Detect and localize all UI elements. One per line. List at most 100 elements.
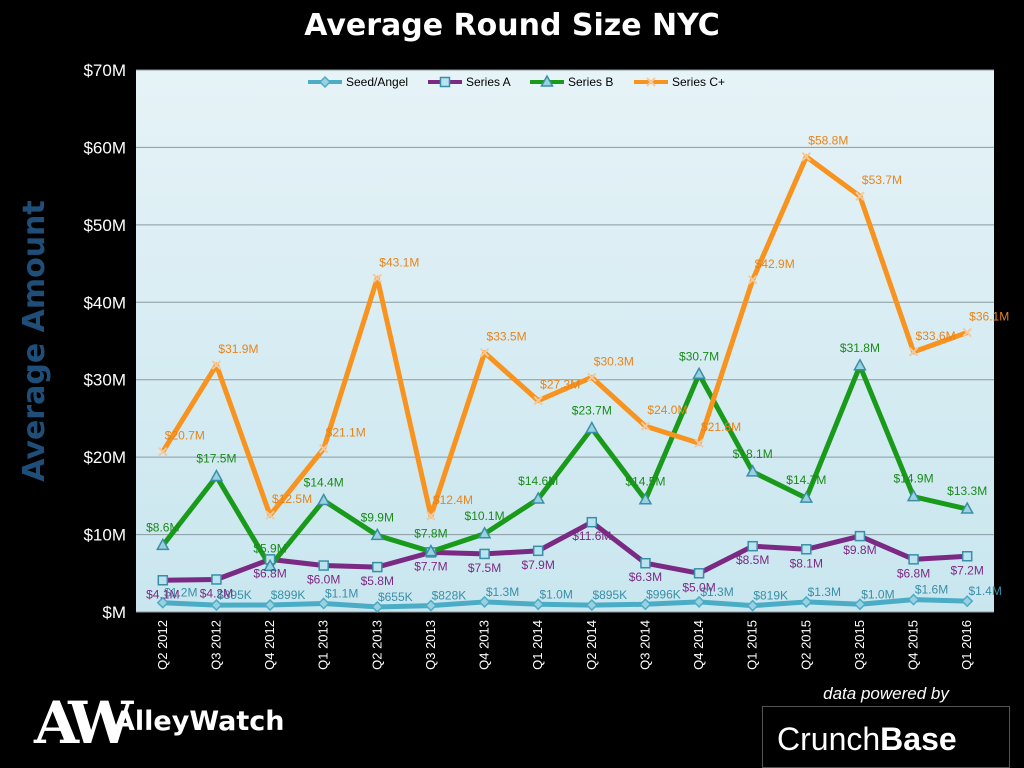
data-point [800, 595, 813, 608]
data-label: $12.5M [272, 492, 312, 506]
x-tick-label: Q2 2013 [369, 620, 384, 670]
crunchbase-crunch: Crunch [777, 721, 881, 757]
data-label: $9.8M [843, 543, 876, 557]
data-point-stroke [694, 438, 704, 448]
crunchbase-logo: CrunchBase [762, 706, 1010, 768]
data-label: $996K [646, 587, 681, 601]
data-point [372, 273, 383, 283]
data-point [540, 74, 554, 87]
data-point [962, 327, 972, 338]
data-label: $7.5M [468, 561, 501, 575]
data-point [156, 596, 169, 609]
data-point [745, 464, 760, 477]
series-line [162, 519, 968, 583]
data-point [439, 76, 451, 88]
data-label: $14.5M [625, 475, 665, 489]
data-point [693, 568, 705, 579]
x-tick-label: Q1 2014 [530, 620, 545, 670]
data-point [638, 492, 653, 505]
legend-label: Series A [466, 75, 511, 89]
data-point [211, 360, 222, 370]
data-point [693, 595, 706, 608]
data-point [747, 540, 758, 552]
data-point [210, 599, 223, 612]
data-point [318, 75, 332, 89]
crunchbase-logo-text: CrunchBase [777, 721, 957, 758]
data-label: $895K [217, 588, 252, 602]
data-label: $8.1M [790, 556, 823, 570]
data-label: $42.9M [755, 257, 795, 271]
data-label: $17.5M [196, 452, 236, 466]
data-point [264, 598, 277, 612]
x-tick-label: Q1 2015 [745, 620, 760, 670]
x-tick-label: Q2 2014 [584, 620, 599, 670]
x-tick-label: Q2 2012 [155, 620, 170, 670]
data-point-stroke [426, 511, 436, 521]
y-tick-label: $M [102, 603, 126, 622]
data-label: $14.4M [304, 476, 344, 490]
y-axis-label: Average Amount [17, 200, 52, 482]
chart-title: Average Round Size NYC [304, 8, 720, 43]
data-label: $21.8M [701, 420, 741, 434]
data-point-stroke [646, 77, 656, 87]
data-label: $6.8M [253, 566, 286, 580]
data-point [854, 530, 866, 542]
data-point-stroke [533, 395, 543, 406]
data-label: $8.6M [146, 520, 179, 534]
data-point [908, 554, 919, 565]
data-point-stroke [908, 347, 919, 357]
data-label: $1.0M [861, 587, 894, 601]
data-point-stroke [855, 191, 865, 201]
data-point [318, 443, 329, 454]
data-label: $27.3M [540, 378, 580, 392]
data-label: $10.1M [465, 509, 505, 523]
x-tick-label: Q3 2015 [852, 620, 867, 670]
data-label: $43.1M [379, 255, 419, 269]
data-point [640, 421, 651, 431]
data-point [478, 595, 491, 608]
data-label: $31.9M [218, 342, 258, 356]
data-label: $655K [378, 590, 413, 604]
data-label: $1.2M [164, 586, 197, 600]
y-tick-label: $20M [83, 448, 126, 467]
data-point [156, 537, 170, 551]
alleywatch-logo-text: AlleyWatch [114, 706, 285, 737]
data-point [801, 152, 812, 162]
data-label: $58.8M [808, 134, 848, 148]
data-point [370, 527, 385, 541]
data-point [961, 595, 974, 608]
y-tick-label: $40M [83, 293, 126, 312]
data-point-stroke [158, 447, 168, 457]
data-point [587, 372, 597, 383]
data-point [533, 395, 543, 406]
data-point-stroke [640, 421, 651, 431]
data-label: $53.7M [862, 173, 902, 187]
data-point [372, 561, 383, 573]
data-point [479, 347, 490, 358]
data-label: $895K [592, 588, 627, 602]
x-tick-label: Q3 2014 [637, 620, 652, 670]
data-label: $1.3M [700, 585, 733, 599]
data-label: $20.7M [165, 429, 205, 443]
data-point [316, 492, 331, 506]
line-chart: $M $10M $20M $30M $40M $50M $60M $70M Q2 2012 Q3 … [17, 61, 1009, 670]
data-point [801, 544, 812, 555]
x-tick-label: Q4 2013 [477, 620, 492, 670]
data-point [908, 347, 919, 357]
data-label: $4.1M [146, 587, 179, 601]
data-label: $14.9M [894, 472, 934, 486]
plot-area [136, 70, 994, 612]
data-label: $24.0M [647, 403, 687, 417]
data-label: $9.9M [361, 510, 394, 524]
data-point [853, 598, 866, 611]
data-label: $21.1M [326, 426, 366, 440]
data-point-stroke [372, 273, 383, 283]
data-point [531, 491, 545, 504]
y-tick-label: $50M [83, 216, 126, 235]
data-point-stroke [265, 510, 275, 520]
data-point-stroke [962, 327, 972, 338]
x-tick-label: Q1 2016 [959, 620, 974, 670]
data-label: $5.0M [682, 580, 715, 594]
data-point [853, 358, 867, 371]
data-point [799, 490, 814, 503]
